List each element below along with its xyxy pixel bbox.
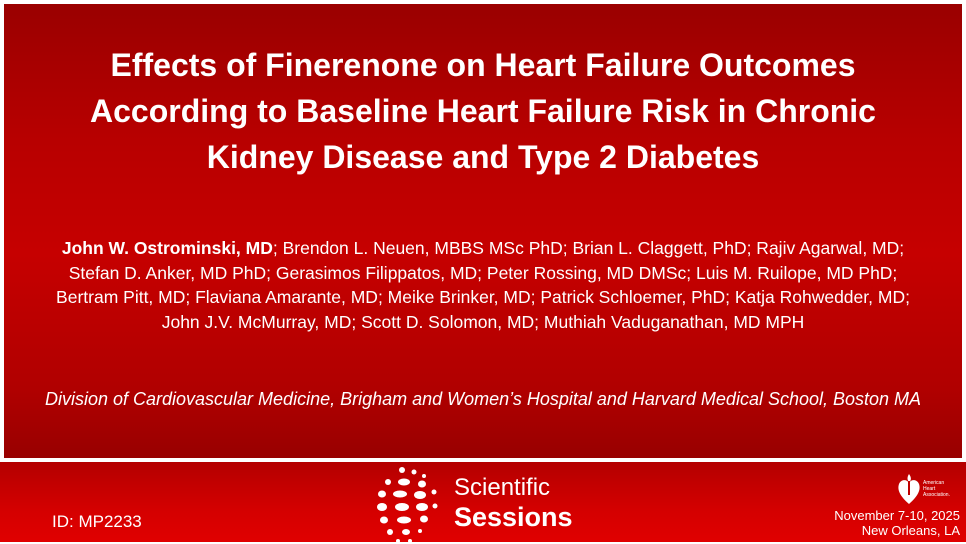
author-list: John W. Ostrominski, MD; Brendon L. Neue… [44,236,922,334]
footer-banner: ID: MP2233 Scientific Sessions American H… [0,462,966,543]
co-authors: ; Brendon L. Neuen, MBBS MSc PhD; Brian … [56,238,910,332]
title-slide: Effects of Finerenone on Heart Failure O… [4,4,962,458]
event-dates: November 7-10, 2025 [834,508,960,523]
presenting-author: John W. Ostrominski, MD [61,238,273,258]
heart-torch-icon [898,474,920,504]
slide-title: Effects of Finerenone on Heart Failure O… [90,47,876,175]
affiliation: Division of Cardiovascular Medicine, Bri… [44,389,922,409]
event-name-line1: Scientific [454,474,551,501]
abstract-id: ID: MP2233 [52,512,142,531]
aha-logo-text: American Heart Association. [923,480,950,498]
dotted-globe-icon [377,467,438,543]
event-name-line2: Sessions [454,502,573,532]
event-date-location: November 7-10, 2025 New Orleans, LA [834,508,960,538]
scientific-sessions-logo: Scientific Sessions [372,464,602,543]
american-heart-association-logo: American Heart Association. [896,472,960,506]
event-location: New Orleans, LA [861,523,960,538]
